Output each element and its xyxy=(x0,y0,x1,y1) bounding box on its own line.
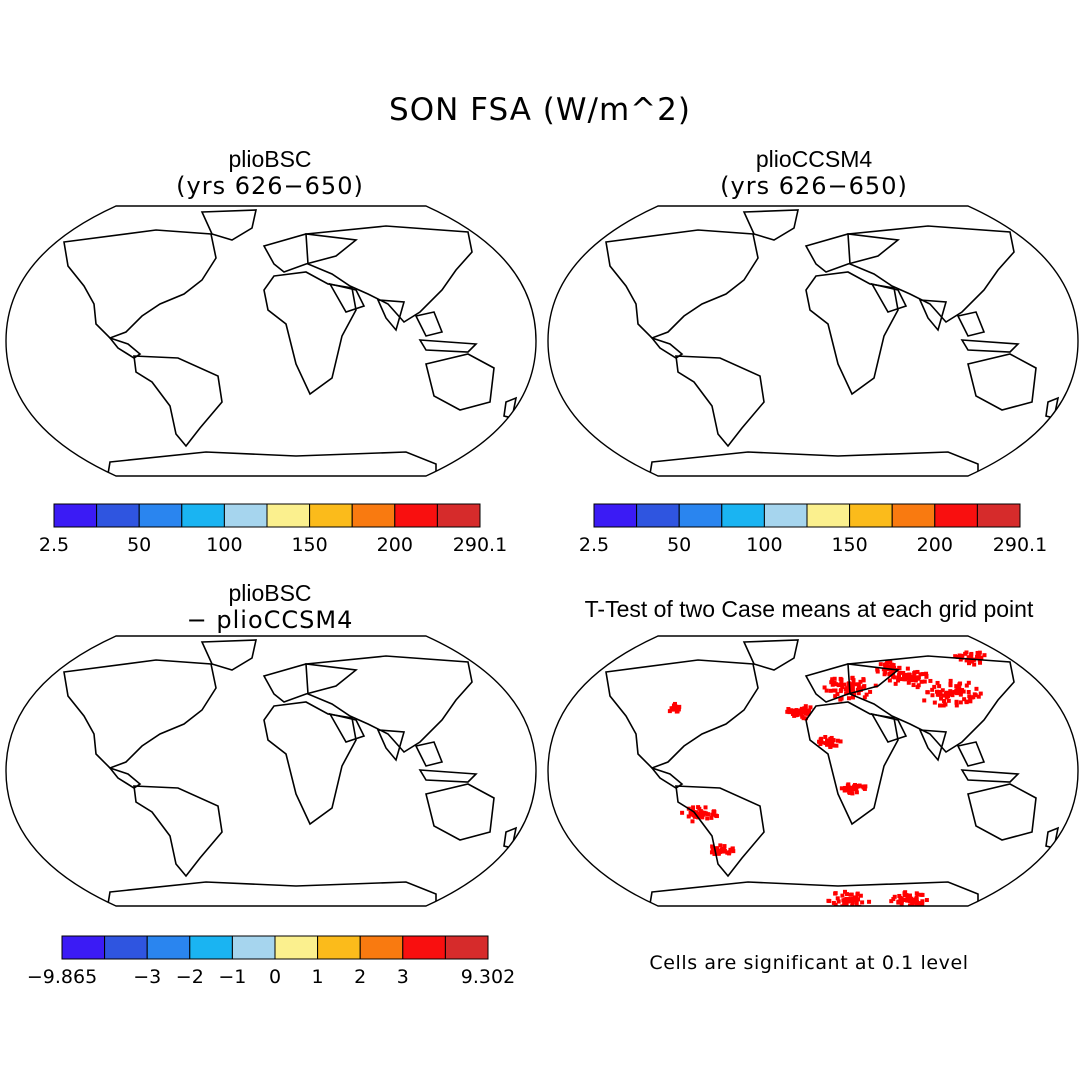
colorbar-tick-label: 200 xyxy=(377,534,413,556)
colorbar-tick-label: −2 xyxy=(176,966,204,988)
colorbar-bottom-left: −9.865 −3 −2 −1 0 1 2 3 9.302 xyxy=(27,935,515,988)
panel-title-bottom-right: T-Test of two Case means at each grid po… xyxy=(584,596,1034,622)
colorbar-box xyxy=(849,503,893,528)
colorbar-tick-label: −3 xyxy=(133,966,161,988)
globe-outline xyxy=(547,205,1079,477)
colorbar-box xyxy=(266,503,311,528)
colorbar-box xyxy=(189,935,233,960)
colorbar-box xyxy=(763,503,808,528)
colorbar-tick-label: 2.5 xyxy=(579,534,609,556)
colorbar-box xyxy=(223,503,268,528)
colorbar-tick-label: 9.302 xyxy=(461,966,515,988)
colorbar-box xyxy=(146,935,191,960)
colorbar-box xyxy=(351,503,396,528)
colorbar-box xyxy=(444,935,489,960)
panel-subtitle-top-left: (yrs 626−650) xyxy=(176,172,364,200)
colorbar-top-right: 2.5 50 100 150 200 290.1 xyxy=(579,503,1047,556)
figure-title: SON FSA (W/m^2) xyxy=(389,92,691,128)
colorbar-box xyxy=(104,935,148,960)
colorbar-box xyxy=(53,503,98,528)
colorbar-box xyxy=(636,503,680,528)
colorbar-box xyxy=(934,503,978,528)
significance-note: Cells are significant at 0.1 level xyxy=(649,952,969,974)
colorbar-box xyxy=(309,503,353,528)
colorbar-tick-label: −1 xyxy=(218,966,246,988)
colorbar-tick-label: 50 xyxy=(667,534,691,556)
colorbar-tick-label: 290.1 xyxy=(993,534,1047,556)
colorbar-box xyxy=(359,935,404,960)
map-bottom-right xyxy=(547,635,1079,907)
colorbar-tick-label: 290.1 xyxy=(453,534,507,556)
colorbar-box xyxy=(721,503,765,528)
colorbar-tick-label: 1 xyxy=(312,966,324,988)
colorbar-box xyxy=(678,503,723,528)
difference-field xyxy=(64,640,516,906)
map-top-right xyxy=(547,205,1079,486)
colorbar-tick-label: 150 xyxy=(291,534,327,556)
colorbar-box xyxy=(181,503,225,528)
colorbar-box xyxy=(274,935,319,960)
colorbar-box xyxy=(138,503,183,528)
colorbar-tick-label: 100 xyxy=(206,534,242,556)
panel-subtitle-bottom-left: − plioCCSM4 xyxy=(186,606,354,634)
globe-outline xyxy=(5,205,537,477)
colorbar-tick-label: 0 xyxy=(269,966,281,988)
colorbar-box xyxy=(402,935,446,960)
significant-cells xyxy=(667,650,987,906)
colorbar-tick-label: −9.865 xyxy=(27,966,97,988)
colorbar-tick-label: 2 xyxy=(354,966,366,988)
globe-outline xyxy=(5,635,537,907)
colorbar-top-left: 2.5 50 100 150 200 290.1 xyxy=(39,503,507,556)
colorbar-box xyxy=(394,503,438,528)
panel-title-top-right: plioCCSM4 xyxy=(755,146,873,172)
colorbar-box xyxy=(96,503,140,528)
map-top-left xyxy=(5,205,537,486)
colorbar-box xyxy=(976,503,1021,528)
panel-title-top-left: plioBSC xyxy=(228,146,312,172)
colorbar-tick-label: 2.5 xyxy=(39,534,69,556)
colorbar-tick-label: 3 xyxy=(397,966,409,988)
globe-outline xyxy=(547,635,1079,907)
colorbar-tick-label: 150 xyxy=(831,534,867,556)
map-bottom-left xyxy=(5,635,537,907)
colorbar-box xyxy=(806,503,851,528)
colorbar-tick-label: 100 xyxy=(746,534,782,556)
colorbar-box xyxy=(61,935,106,960)
colorbar-box xyxy=(231,935,276,960)
colorbar-box xyxy=(891,503,936,528)
colorbar-box xyxy=(317,935,361,960)
colorbar-box xyxy=(436,503,481,528)
panel-subtitle-top-right: (yrs 626−650) xyxy=(720,172,908,200)
colorbar-tick-label: 200 xyxy=(917,534,953,556)
panel-title-bottom-left: plioBSC xyxy=(228,580,312,606)
colorbar-tick-label: 50 xyxy=(127,534,151,556)
colorbar-box xyxy=(593,503,638,528)
